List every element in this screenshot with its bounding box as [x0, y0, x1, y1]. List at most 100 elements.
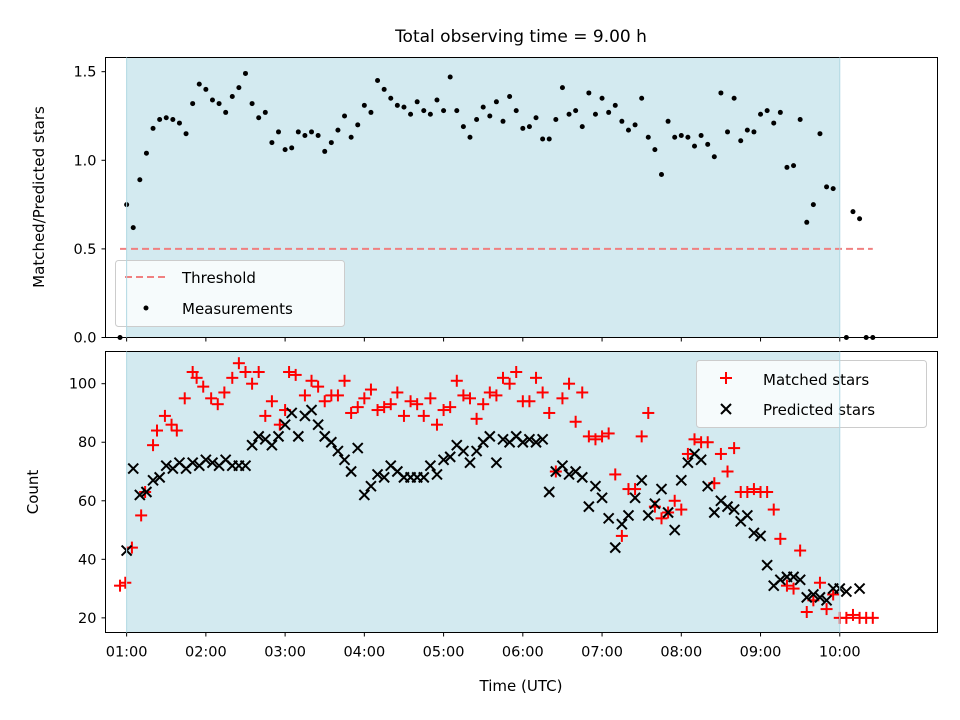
bottom-xtick-label: 10:00 — [819, 645, 861, 661]
matched-stars-point — [576, 386, 589, 399]
predicted-stars-point — [206, 457, 219, 469]
measurement-point — [520, 125, 526, 131]
predicted-stars-point — [338, 454, 351, 466]
matched-stars-point — [246, 377, 259, 390]
predicted-stars-point — [649, 498, 661, 510]
measurement-point — [322, 148, 328, 154]
predicted-stars-point — [840, 585, 853, 598]
matched-stars-point — [338, 374, 351, 387]
measurement-point — [810, 202, 816, 208]
bottom-ytick-label: 20 — [78, 611, 96, 627]
measurement-point — [830, 186, 836, 192]
predicted-stars-point — [352, 442, 364, 454]
measurement-point — [157, 117, 163, 123]
predicted-stars-point — [629, 492, 641, 504]
matched-stars-point — [147, 439, 160, 452]
measurement-point — [698, 132, 704, 138]
measurement-point — [546, 136, 552, 142]
matched-stars-point — [318, 395, 331, 408]
predicted-stars-point — [563, 468, 575, 481]
predicted-stars-point — [252, 430, 265, 443]
measurement-point — [764, 108, 770, 114]
predicted-stars-point — [457, 445, 470, 457]
matched-stars-point — [629, 483, 642, 496]
measurement-point — [672, 134, 678, 140]
measurement-point — [573, 108, 579, 114]
measurement-point — [289, 145, 295, 151]
predicted-stars-point — [246, 439, 258, 451]
measurement-point — [592, 111, 598, 117]
matched-stars-point — [158, 409, 171, 422]
matched-stars-point — [457, 389, 470, 402]
bottom-xtick-label: 08:00 — [660, 645, 702, 661]
measurement-point — [209, 97, 215, 103]
measurement-point — [474, 117, 480, 123]
predicted-stars-point — [266, 439, 278, 451]
measurement-point — [559, 85, 565, 91]
predicted-stars-point — [589, 480, 602, 492]
measurement-point — [652, 147, 658, 153]
measurement-point — [460, 124, 466, 130]
measurement-point — [282, 147, 288, 153]
measurement-point — [678, 132, 684, 138]
matched-stars-point — [787, 582, 800, 595]
measurement-point — [586, 90, 592, 96]
chart-title: Total observing time = 9.00 h — [394, 27, 647, 47]
predicted-stars-point — [708, 506, 721, 519]
predicted-stars-point — [497, 433, 509, 446]
measurement-point — [480, 104, 486, 110]
measurement-point — [507, 93, 513, 99]
matched-stars-point — [364, 383, 377, 396]
bottom-xtick-label: 05:00 — [423, 645, 465, 661]
predicted-stars-point — [484, 430, 496, 443]
measurement-point — [262, 109, 268, 115]
matched-stars-point — [668, 494, 681, 507]
matched-stars-point — [827, 588, 840, 601]
measurement-point — [533, 115, 539, 121]
measurement-point — [487, 113, 493, 119]
matched-stars-point — [289, 368, 302, 381]
bottom-ytick-label: 60 — [78, 494, 96, 510]
matched-stars-point — [298, 389, 311, 402]
predicted-stars-point — [279, 418, 291, 431]
predicted-stars-point — [853, 582, 866, 595]
matched-stars-point — [747, 483, 760, 496]
matched-stars-point — [596, 430, 609, 443]
measurement-point — [236, 85, 242, 91]
predicted-stars-point — [583, 500, 595, 513]
matched-stars-point — [397, 409, 410, 422]
bottom-ytick-label: 100 — [69, 377, 97, 393]
matched-stars-point — [846, 608, 859, 621]
measurement-point — [150, 125, 156, 131]
matched-stars-point — [681, 447, 694, 460]
top-ytick-label: 0.0 — [73, 331, 96, 347]
predicted-stars-point — [312, 418, 324, 431]
measurement-point — [190, 101, 196, 107]
measurement-point — [355, 122, 361, 128]
measurement-point — [335, 127, 341, 133]
matched-stars-point — [312, 380, 325, 393]
predicted-stars-point — [721, 500, 734, 513]
measurement-point — [414, 99, 420, 105]
matched-stars-point — [351, 401, 364, 414]
matched-stars-point — [218, 386, 231, 399]
predicted-stars-point — [820, 594, 833, 607]
matched-stars-point — [774, 532, 787, 545]
predicted-stars-point — [378, 471, 390, 484]
matched-stars-point — [391, 386, 404, 399]
bottom-xtick-label: 02:00 — [185, 645, 227, 661]
predicted-stars-point — [695, 454, 707, 466]
predicted-stars-point — [431, 468, 443, 481]
matched-stars-point — [503, 377, 516, 390]
predicted-stars-point — [200, 454, 212, 466]
matched-stars-point — [655, 512, 668, 525]
measurement-point — [434, 97, 440, 103]
matched-stars-point — [345, 406, 358, 419]
matched-stars-point — [430, 418, 443, 431]
matched-stars-point — [444, 401, 457, 414]
matched-stars-point — [252, 365, 265, 378]
top-ytick-label: 1.0 — [73, 153, 96, 169]
predicted-stars-point — [801, 591, 813, 604]
measurement-point — [269, 140, 275, 146]
bottom-ylabel: Count — [24, 470, 42, 515]
